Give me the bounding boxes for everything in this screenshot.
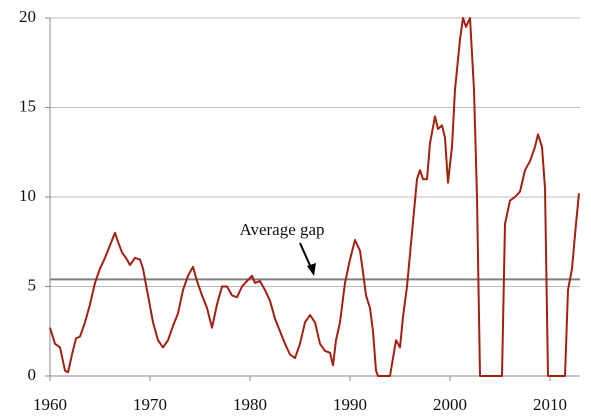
x-tick-label: 1970 — [133, 395, 167, 414]
y-tick-label: 5 — [28, 275, 37, 294]
y-tick-label: 10 — [19, 186, 36, 205]
x-tick-label: 1980 — [233, 395, 267, 414]
x-tick-label: 1960 — [33, 395, 67, 414]
x-tick-label: 1990 — [333, 395, 367, 414]
y-tick-label: 15 — [19, 96, 36, 115]
annotation: Average gap — [239, 220, 324, 239]
y-tick-label: 0 — [28, 365, 37, 384]
x-tick-label: 2000 — [433, 395, 467, 414]
data-line — [49, 17, 580, 377]
arrow-head — [307, 263, 316, 276]
y-tick-label: 20 — [19, 7, 36, 26]
x-tick-label: 2010 — [533, 395, 567, 414]
